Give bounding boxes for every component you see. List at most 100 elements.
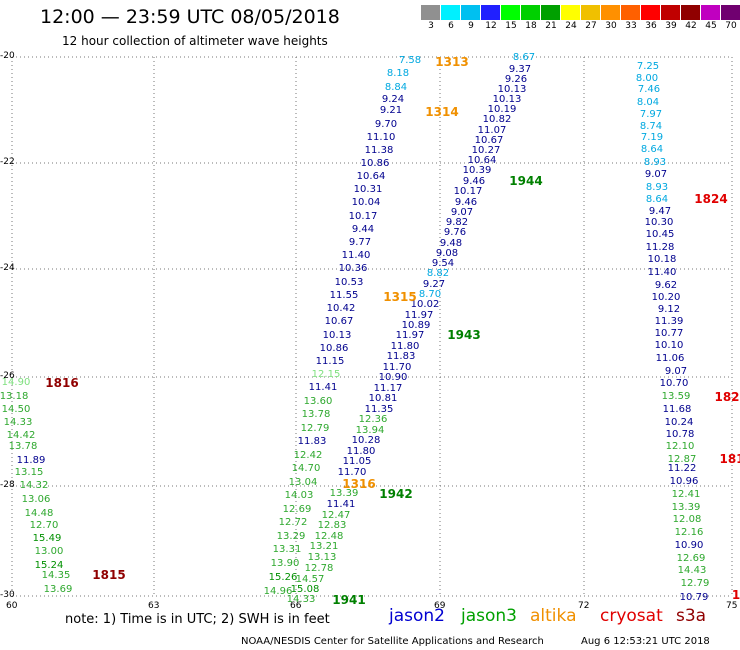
wave-height-reading: 9.07 xyxy=(665,366,687,377)
pass-time-label: 1941 xyxy=(332,593,365,607)
wave-height-reading: 11.10 xyxy=(367,132,396,143)
wave-height-reading: 7.19 xyxy=(641,132,663,143)
wave-height-reading: 10.86 xyxy=(361,158,390,169)
wave-height-reading: 10.17 xyxy=(454,186,483,197)
longitude-tick-label: 66 xyxy=(290,601,302,611)
wave-height-reading: 8.18 xyxy=(387,68,409,79)
latitude-tick-label: -22 xyxy=(0,157,15,167)
wave-height-reading: 9.82 xyxy=(446,217,468,228)
wave-height-reading: 14.32 xyxy=(20,480,49,491)
wave-height-reading: 8.67 xyxy=(513,52,535,63)
scale-swatch xyxy=(601,5,621,20)
pass-time-label: 1316 xyxy=(342,477,375,491)
legend-item-s3a: s3a xyxy=(676,606,707,626)
scale-swatch xyxy=(721,5,740,20)
scale-swatch xyxy=(661,5,681,20)
wave-height-reading: 13.39 xyxy=(330,488,359,499)
wave-height-reading: 12.87 xyxy=(668,454,697,465)
wave-height-reading: 7.25 xyxy=(637,61,659,72)
wave-height-reading: 8.93 xyxy=(644,157,666,168)
wave-height-reading: 12.70 xyxy=(30,520,59,531)
wave-height-reading: 8.82 xyxy=(427,268,449,279)
satellite-pass-times: 1313131419441824131519431816182181131619… xyxy=(45,55,740,607)
wave-height-reading: 12.69 xyxy=(283,504,312,515)
scale-label: 9 xyxy=(468,21,474,31)
wave-height-reading: 13.06 xyxy=(22,494,51,505)
wave-height-reading: 13.78 xyxy=(302,409,331,420)
wave-height-reading: 12.15 xyxy=(312,369,341,380)
wave-height-reading: 13.60 xyxy=(304,396,333,407)
wave-height-reading: 10.13 xyxy=(323,330,352,341)
wave-height-reading: 11.83 xyxy=(298,436,327,447)
wave-height-reading: 10.67 xyxy=(325,316,354,327)
scale-label: 45 xyxy=(705,21,717,31)
wave-height-reading: 9.46 xyxy=(463,176,485,187)
wave-height-reading: 8.00 xyxy=(636,73,658,84)
wave-height-reading: 13.78 xyxy=(9,441,38,452)
lat-lon-grid xyxy=(11,56,733,597)
scale-label: 6 xyxy=(448,21,454,31)
wave-height-reading: 13.04 xyxy=(289,477,318,488)
pass-time-label: 1942 xyxy=(379,487,412,501)
wave-height-reading: 10.67 xyxy=(475,135,504,146)
scale-swatch xyxy=(441,5,461,20)
scale-label: 39 xyxy=(665,21,677,31)
wave-height-reading: 13.18 xyxy=(0,391,28,402)
wave-height-reading: 9.24 xyxy=(382,94,404,105)
wave-height-reading: 8.84 xyxy=(385,82,407,93)
wave-height-reading: 10.27 xyxy=(472,145,501,156)
wave-height-reading: 11.39 xyxy=(655,316,684,327)
wave-height-reading: 10.78 xyxy=(666,429,695,440)
wave-height-reading: 12.79 xyxy=(681,578,710,589)
latitude-tick-label: -28 xyxy=(0,480,15,490)
scale-label: 42 xyxy=(685,21,697,31)
scale-label: 21 xyxy=(545,21,557,31)
wave-height-reading: 9.12 xyxy=(658,304,680,315)
wave-height-reading: 9.46 xyxy=(455,197,477,208)
wave-height-reading: 11.15 xyxy=(316,356,345,367)
wave-height-reading: 9.70 xyxy=(375,119,397,130)
wave-height-reading: 10.82 xyxy=(483,114,512,125)
wave-height-reading: 7.97 xyxy=(640,109,662,120)
footer-note: note: 1) Time is in UTC; 2) SWH is in fe… xyxy=(65,612,330,627)
wave-height-reading: 11.70 xyxy=(383,362,412,373)
scale-swatch xyxy=(561,5,581,20)
chart-subtitle: 12 hour collection of altimeter wave hei… xyxy=(62,34,328,48)
scale-label: 27 xyxy=(585,21,597,31)
wave-height-reading: 11.38 xyxy=(365,145,394,156)
wave-height-reading: 10.45 xyxy=(646,229,675,240)
wave-height-reading: 10.89 xyxy=(402,320,431,331)
pass-time-label: 1313 xyxy=(435,55,468,69)
wave-height-reading: 8.70 xyxy=(419,289,441,300)
wave-height-reading: 9.37 xyxy=(509,64,531,75)
wave-height-reading: 9.44 xyxy=(352,224,374,235)
footer-timestamp: Aug 6 12:53:21 UTC 2018 xyxy=(581,636,710,647)
wave-height-reading: 12.47 xyxy=(322,510,351,521)
wave-height-reading: 10.17 xyxy=(349,211,378,222)
wave-height-reading: 10.10 xyxy=(655,340,684,351)
wave-height-reading: 8.04 xyxy=(637,97,659,108)
wave-height-reading: 10.30 xyxy=(645,217,674,228)
wave-height-reading: 11.28 xyxy=(646,242,675,253)
wave-height-reading: 8.74 xyxy=(640,121,662,132)
wave-height-reading: 12.10 xyxy=(666,441,695,452)
wave-height-reading: 12.79 xyxy=(301,423,330,434)
wave-height-reading: 13.90 xyxy=(271,558,300,569)
legend-item-jason3: jason3 xyxy=(461,606,517,626)
wave-height-reading: 13.29 xyxy=(277,531,306,542)
scale-swatch xyxy=(701,5,721,20)
wave-height-reading: 9.21 xyxy=(380,105,402,116)
wave-height-reading: 11.89 xyxy=(17,455,46,466)
wave-height-reading: 9.26 xyxy=(505,74,527,85)
wave-height-reading: 9.27 xyxy=(423,279,445,290)
scale-label: 70 xyxy=(725,21,737,31)
wave-height-reading: 10.42 xyxy=(327,303,356,314)
wave-height-reading: 14.50 xyxy=(2,404,31,415)
wave-height-reading: 9.77 xyxy=(349,237,371,248)
scale-swatch xyxy=(461,5,481,20)
pass-time-label: 1 xyxy=(732,588,740,602)
scale-label: 36 xyxy=(645,21,657,31)
wave-height-reading: 15.24 xyxy=(35,560,64,571)
wave-height-color-scale xyxy=(421,5,740,20)
